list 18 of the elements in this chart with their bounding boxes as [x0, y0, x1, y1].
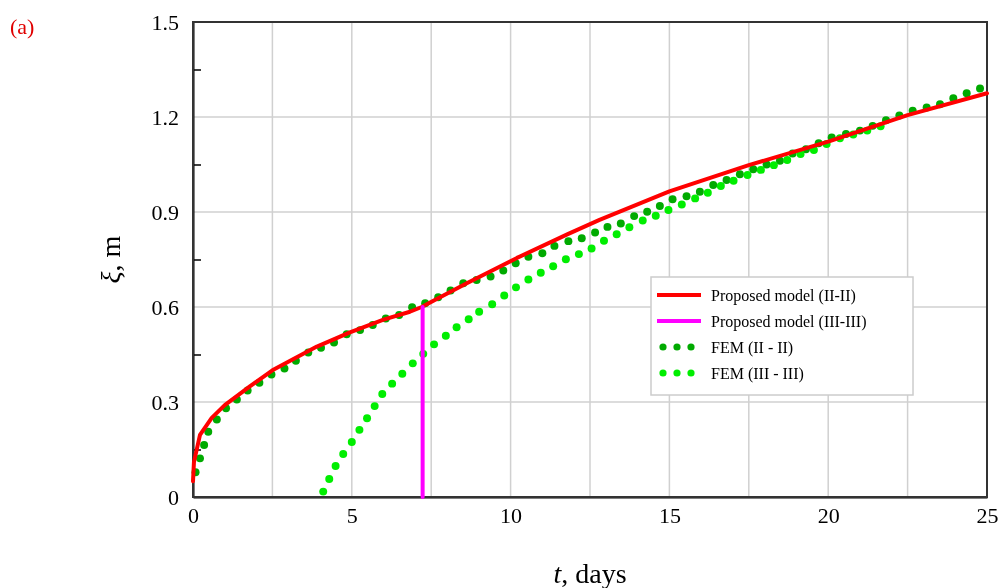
y-axis-title: ξ, m — [95, 235, 126, 284]
y-tick-label: 0.6 — [151, 294, 179, 320]
text: (a) — [10, 14, 35, 39]
x-tick-label: 5 — [346, 502, 358, 528]
legend-label: Proposed model (II-II) — [711, 287, 856, 305]
y-tick-label: 0.3 — [151, 389, 179, 415]
legend-label: FEM (II - II) — [711, 339, 794, 357]
x-tick-label: 15 — [658, 502, 681, 528]
y-tick-label: 1.2 — [151, 104, 179, 130]
y-tick-label: 1.5 — [151, 9, 179, 35]
x-tick-label: 25 — [976, 502, 999, 528]
legend-label: FEM (III - III) — [711, 365, 804, 383]
x-tick-label: 20 — [817, 502, 840, 528]
y-tick-label: 0.9 — [151, 199, 179, 225]
legend-label: Proposed model (III-III) — [711, 313, 867, 331]
x-tick-label: 0 — [188, 502, 199, 528]
text: 0 — [168, 484, 179, 510]
x-tick-label: 10 — [500, 502, 523, 528]
